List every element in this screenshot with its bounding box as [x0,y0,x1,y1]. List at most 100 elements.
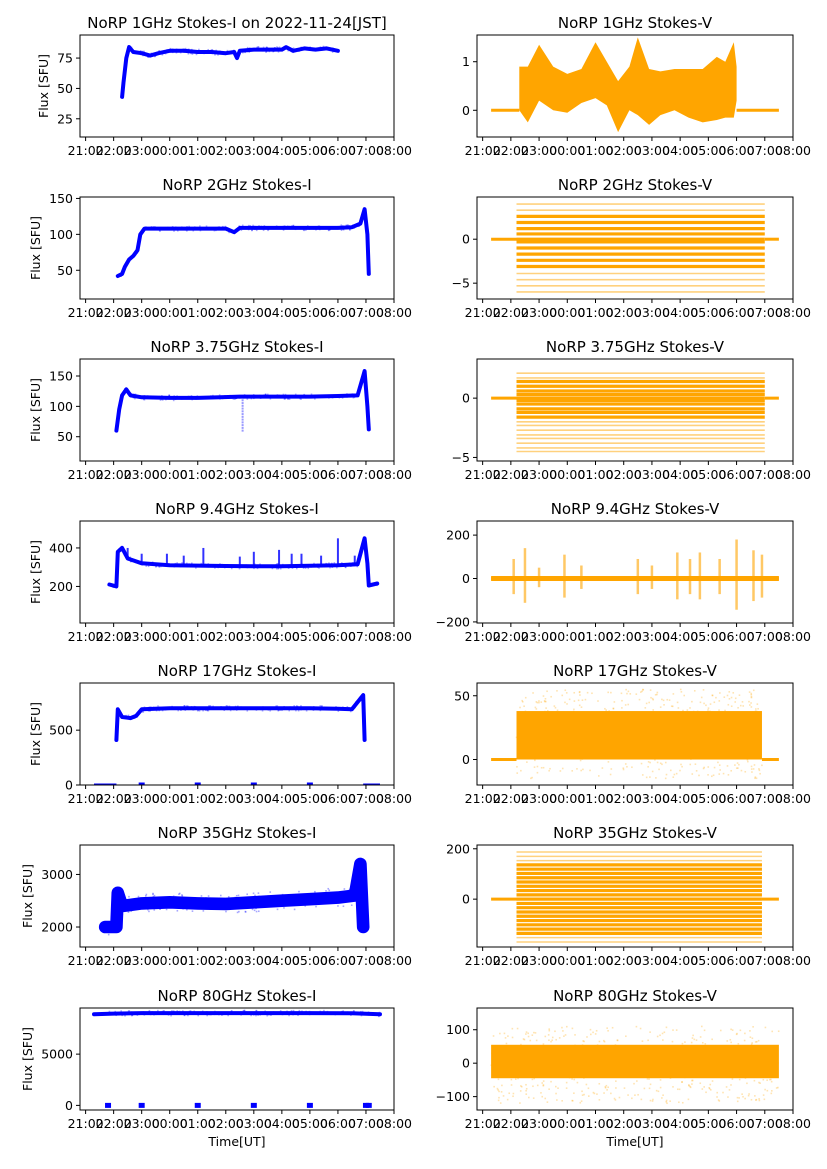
data-point [141,50,144,53]
x-tick-label: 06:00 [320,1116,356,1131]
data-point [369,583,372,585]
data-point [610,768,613,770]
x-tick-label: 06:00 [320,791,356,806]
data-point [164,396,167,398]
zero-point [250,782,257,785]
data-point [641,1040,644,1042]
data-point [496,1087,499,1090]
data-point [350,563,353,566]
data-point [193,226,196,228]
data-point [298,49,300,52]
data-point [257,892,260,894]
data-point [147,565,150,568]
data-point [268,50,271,53]
data-point [583,1040,585,1043]
data-point [182,48,184,51]
data-point [266,1014,269,1017]
data-point [366,568,369,570]
data-point [118,275,121,277]
data-point [287,1012,290,1015]
data-point [212,705,214,708]
data-point [544,698,547,700]
x-tick-label: 04:00 [662,953,698,968]
data-point [267,49,269,51]
data-point [730,696,733,699]
data-point [298,563,301,566]
data-point [659,1086,662,1089]
data-point [124,388,126,390]
x-tick-label: 22:00 [96,1116,132,1131]
data-point [656,761,659,764]
data-point [183,51,185,53]
data-point [250,397,253,400]
data-point [188,902,191,905]
data-point [264,395,267,398]
data-point [302,567,305,569]
data-point [219,50,221,52]
data-point [755,708,757,710]
data-point [691,1083,693,1085]
data-point [235,228,238,231]
data-point [255,907,257,910]
chart-title: NoRP 35GHz Stokes-I [158,824,317,842]
axes-frame [476,358,794,462]
data-point [624,763,627,765]
x-tick-label: 05:00 [292,1116,328,1131]
data-point [264,394,267,397]
data-point [108,1010,111,1013]
data-point [233,395,236,398]
data-point [294,707,297,710]
data-point [148,706,151,708]
y-axis-label: Flux [SFU] [28,378,43,442]
x-tick-label: 06:00 [320,629,356,644]
data-point [693,690,696,692]
data-point [319,1010,322,1013]
chart-title: NoRP 35GHz Stokes-V [553,824,718,842]
data-point [225,396,228,399]
data-point [340,901,342,904]
data-point [527,1035,530,1038]
data-point [701,1088,704,1090]
data-point [148,707,151,710]
data-point [229,394,231,397]
data-point [273,47,276,49]
data-point [378,1015,380,1018]
plot-area [491,539,779,610]
data-point [246,46,249,49]
data-point [185,1013,188,1016]
data-point [223,900,226,903]
data-point [292,47,295,49]
data-point [565,1087,568,1089]
data-point [768,1078,771,1081]
data-point [152,706,155,709]
data-point [149,54,151,57]
x-axis: 21:0022:0023:0000:0001:0002:0003:0004:00… [465,1110,811,1131]
data-point [316,47,319,50]
data-point [147,908,149,911]
x-tick-label: 03:00 [236,305,272,320]
data-point [362,539,365,541]
data-point [233,49,235,52]
data-point [326,563,328,565]
data-point [279,709,281,711]
data-point [250,1011,253,1014]
data-point [536,765,539,768]
data-point [267,228,270,230]
zero-point [105,1102,112,1108]
chart-title: NoRP 9.4GHz Stokes-I [155,500,319,518]
data-point [316,227,319,230]
data-point [356,700,359,702]
data-point [159,708,162,711]
data-point [162,51,164,53]
data-point [208,565,210,567]
data-point [691,773,694,775]
data-point [238,567,241,570]
data-point [712,774,715,777]
x-tick-label: 00:00 [549,467,585,482]
zero-point [365,1102,372,1108]
data-point [126,51,129,54]
data-point [292,1009,295,1012]
y-tick-label: 100 [49,399,73,414]
x-tick-label: 02:00 [606,953,642,968]
data-point [746,759,749,761]
